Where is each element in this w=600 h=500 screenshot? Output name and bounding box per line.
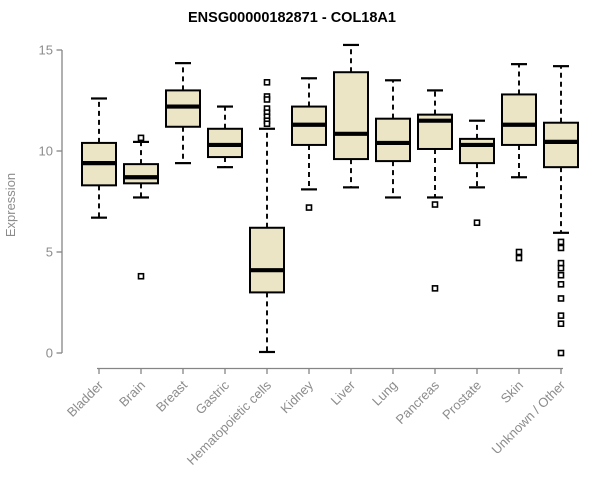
x-label-liver: Liver (328, 377, 359, 408)
y-tick-label: 5 (46, 245, 53, 260)
box-prostate (459, 119, 495, 227)
iqr-box (375, 117, 411, 163)
iqr-box (459, 137, 495, 165)
x-label-bladder: Bladder (64, 377, 107, 420)
box-lung (375, 79, 411, 199)
x-label-gastric: Gastric (192, 377, 232, 417)
box-breast (165, 62, 201, 165)
outlier-point (557, 349, 565, 357)
outlier-point (137, 134, 145, 142)
x-label-unknown-other: Unknown / Other (489, 377, 569, 457)
chart-title: ENSG00000182871 - COL18A1 (188, 10, 396, 26)
outlier-point (263, 96, 271, 103)
outlier-point (263, 120, 271, 128)
x-label-skin: Skin (498, 378, 526, 406)
outlier-point (557, 244, 565, 252)
iqr-box (123, 163, 159, 185)
outlier-point (557, 259, 565, 267)
box-liver (333, 43, 369, 189)
y-tick-label: 10 (39, 144, 53, 159)
outlier-point (137, 272, 145, 280)
boxes-layer (81, 43, 579, 357)
y-axis: 0 5 10 15 (39, 43, 63, 361)
outlier-point (557, 238, 565, 246)
outlier-point (515, 248, 523, 256)
y-tick-label: 0 (46, 346, 53, 361)
outlier-point (557, 295, 565, 302)
outlier-point (557, 281, 565, 288)
box-bladder (81, 97, 117, 219)
box-gastric (207, 105, 243, 169)
outlier-point (305, 204, 313, 211)
x-label-brain: Brain (116, 378, 148, 410)
outlier-point (431, 201, 439, 208)
box-skin (501, 63, 537, 262)
iqr-box (249, 226, 285, 294)
y-axis-title: Expression (3, 173, 18, 237)
x-label-lung: Lung (369, 378, 400, 409)
box-kidney (291, 77, 327, 211)
box-pancreas (417, 89, 453, 292)
x-label-pancreas: Pancreas (393, 377, 443, 427)
outlier-point (557, 320, 565, 328)
box-hematopoietic-cells (249, 79, 285, 354)
outlier-point (557, 312, 565, 319)
outlier-point (473, 219, 481, 227)
outlier-point (263, 79, 271, 86)
box-brain (123, 134, 159, 280)
x-label-kidney: Kidney (277, 377, 316, 416)
iqr-box (501, 93, 537, 146)
box-unknown-other (543, 65, 579, 357)
outlier-point (431, 285, 439, 292)
y-tick-label: 15 (39, 43, 53, 58)
outlier-point (557, 264, 565, 272)
iqr-box (333, 71, 369, 161)
x-label-prostate: Prostate (439, 378, 484, 423)
outlier-point (557, 271, 565, 279)
iqr-box (543, 121, 579, 169)
outlier-point (515, 254, 523, 262)
x-label-breast: Breast (153, 377, 190, 414)
